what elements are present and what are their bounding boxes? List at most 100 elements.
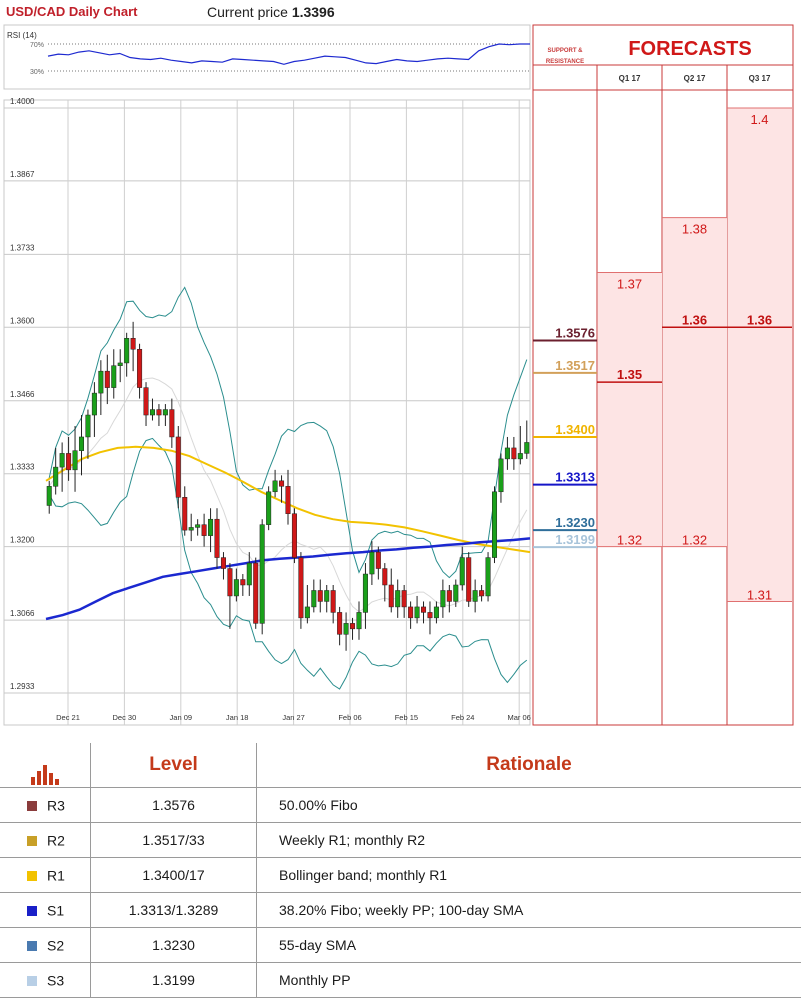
y-tick-label: 1.3200 [10, 536, 35, 545]
candle-body [499, 459, 504, 492]
candle-body [124, 338, 129, 363]
x-tick-label: Jan 18 [226, 713, 249, 722]
levels-header-icon-cell [0, 743, 91, 788]
rsi-panel: RSI (14)70%30% [4, 25, 530, 89]
candle-body [376, 552, 381, 568]
y-tick-label: 1.3600 [10, 316, 35, 325]
y-tick-label: 1.2933 [10, 682, 35, 691]
bar-chart-icon [29, 763, 61, 785]
candle-body [112, 366, 117, 388]
sr-level-label: 1.3576 [555, 325, 595, 340]
candle-body [479, 590, 484, 595]
candle-body [370, 552, 375, 574]
candle-body [253, 563, 258, 623]
candle-body [215, 519, 220, 557]
candle-body [363, 574, 368, 612]
quarter-header: Q3 17 [749, 74, 771, 83]
candle-body [105, 371, 110, 387]
y-tick-label: 1.3466 [10, 390, 35, 399]
candle-body [389, 585, 394, 607]
level-color-swatch [27, 906, 37, 916]
main-chart-panel: 1.40001.38671.37331.36001.34661.33331.32… [4, 97, 531, 725]
level-value: 1.3576 [91, 788, 257, 823]
forecast-mid-label: 1.36 [747, 312, 772, 327]
forecast-low-label: 1.32 [617, 533, 642, 548]
candle-body [176, 437, 181, 497]
forecast-range [728, 108, 792, 601]
x-tick-label: Jan 09 [170, 713, 193, 722]
x-tick-label: Mar 06 [508, 713, 531, 722]
candle-body [241, 580, 246, 585]
candle-body [318, 590, 323, 601]
candle-body [473, 590, 478, 601]
price-chart: RSI (14)70%30% 1.40001.38671.37331.36001… [0, 0, 801, 740]
forecast-mid-label: 1.36 [682, 312, 707, 327]
candle-body [408, 607, 413, 618]
candle-body [92, 393, 97, 415]
candle-body [266, 492, 271, 525]
sr-level-label: 1.3230 [555, 515, 595, 530]
candle-body [260, 525, 265, 624]
level-name-cell: S1 [0, 893, 91, 928]
quarter-header: Q2 17 [684, 74, 706, 83]
level-name-cell: R2 [0, 823, 91, 858]
candle-body [518, 453, 523, 458]
level-rationale: 38.20% Fibo; weekly PP; 100-day SMA [257, 893, 801, 928]
forecast-high-label: 1.37 [617, 276, 642, 291]
candle-body [402, 590, 407, 606]
level-color-swatch [27, 801, 37, 811]
candle-body [331, 590, 336, 612]
candle-body [137, 349, 142, 387]
level-name: R1 [47, 868, 65, 884]
support-label-2: RESISTANCE [546, 59, 584, 65]
y-tick-label: 1.3867 [10, 170, 35, 179]
candle-body [299, 558, 304, 618]
level-rationale: Monthly PP [257, 963, 801, 998]
sr-level-label: 1.3313 [555, 470, 595, 485]
x-tick-label: Jan 27 [282, 713, 305, 722]
candle-body [170, 410, 175, 437]
forecast-mid-label: 1.35 [617, 367, 642, 382]
y-tick-label: 1.4000 [10, 97, 35, 106]
level-value: 1.3400/17 [91, 858, 257, 893]
level-rationale: 50.00% Fibo [257, 788, 801, 823]
candle-body [273, 481, 278, 492]
candle-body [182, 497, 187, 530]
rsi-frame [4, 25, 530, 89]
candle-body [525, 442, 530, 453]
level-rationale: Weekly R1; monthly R2 [257, 823, 801, 858]
candle-body [434, 607, 439, 618]
level-name-cell: R1 [0, 858, 91, 893]
sr-level-label: 1.3400 [555, 422, 595, 437]
candle-body [460, 558, 465, 585]
candle-body [395, 590, 400, 606]
candle-body [512, 448, 517, 459]
candle-body [247, 563, 252, 585]
quarter-header: Q1 17 [619, 74, 641, 83]
candle-body [324, 590, 329, 601]
x-tick-label: Dec 21 [56, 713, 80, 722]
candle-body [441, 590, 446, 606]
candle-body [47, 486, 52, 505]
level-color-swatch [27, 836, 37, 846]
rsi-label: RSI (14) [7, 31, 37, 40]
candle-body [189, 527, 194, 530]
y-tick-label: 1.3066 [10, 609, 35, 618]
candle-body [79, 437, 84, 451]
candle-body [228, 569, 233, 596]
y-tick-label: 1.3333 [10, 463, 35, 472]
x-tick-label: Dec 30 [113, 713, 137, 722]
candle-body [86, 415, 91, 437]
candle-body [66, 453, 71, 469]
level-name-cell: S3 [0, 963, 91, 998]
forecast-high-label: 1.38 [682, 222, 707, 237]
candle-body [466, 558, 471, 602]
candle-body [131, 338, 136, 349]
x-tick-label: Feb 06 [338, 713, 361, 722]
